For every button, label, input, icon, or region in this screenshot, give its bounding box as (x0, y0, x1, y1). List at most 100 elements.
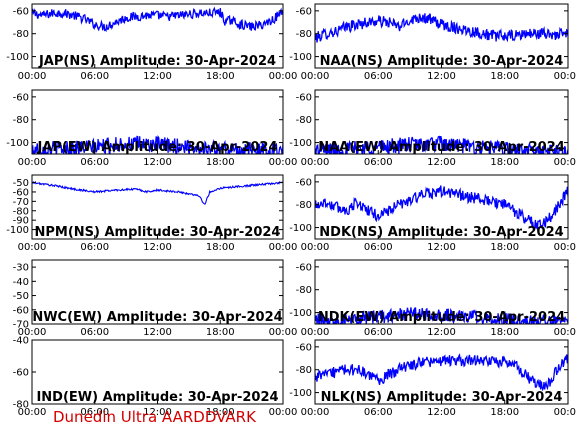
y-tick-label: -60 (13, 6, 29, 17)
x-tick-label: 00:00 (554, 242, 576, 253)
panel-7: -60 -80 -100 00:00 06:00 12:00 18:00 00:00 NDK(E… (289, 259, 576, 338)
x-tick-label: 18:00 (206, 71, 235, 82)
y-tick-label: -100 (289, 223, 312, 234)
y-tick-label: -80 (13, 400, 29, 411)
y-tick-label: -100 (289, 138, 312, 149)
y-tick-label: -40 (13, 277, 29, 288)
x-tick-label: 00:00 (554, 71, 576, 82)
y-tick-label: -100 (289, 52, 312, 63)
panel-title: NDK(EW) Amplitude: 30-Apr-2024 (318, 310, 565, 325)
footer-label: Dunedin Ultra AARDDVARK (53, 408, 256, 426)
y-tick-label: -60 (13, 92, 29, 103)
y-tick-label: -60 (13, 305, 29, 316)
y-tick-label: -100 (6, 225, 29, 236)
y-tick-label: -50 (13, 178, 29, 189)
x-tick-label: 12:00 (427, 242, 456, 253)
y-tick-label: -80 (13, 115, 29, 126)
x-tick-label: 12:00 (143, 71, 172, 82)
x-tick-label: 00:00 (269, 407, 298, 418)
y-tick-label: -60 (296, 92, 312, 103)
x-tick-label: 00:00 (554, 327, 576, 338)
x-tick-label: 12:00 (143, 242, 172, 253)
x-tick-label: 06:00 (364, 327, 393, 338)
x-tick-label: 06:00 (80, 242, 109, 253)
x-tick-label: 06:00 (80, 327, 109, 338)
panel-9: -60 -80 -100 00:00 06:00 12:00 18:00 00:00 NLK(N… (289, 339, 576, 418)
x-tick-label: 18:00 (490, 327, 519, 338)
panel-title: NDK(NS) Amplitude: 30-Apr-2024 (319, 225, 563, 240)
x-tick-label: 18:00 (490, 71, 519, 82)
y-tick-label: -60 (13, 368, 29, 379)
x-tick-label: 00:00 (301, 407, 330, 418)
x-tick-label: 00:00 (18, 327, 47, 338)
y-tick-label: -80 (296, 115, 312, 126)
x-tick-label: 06:00 (364, 157, 393, 168)
y-tick-label: -60 (296, 6, 312, 17)
x-tick-label: 18:00 (206, 242, 235, 253)
x-tick-label: 00:00 (18, 242, 47, 253)
y-tick-label: -70 (13, 197, 29, 208)
y-tick-label: -100 (289, 388, 312, 399)
y-tick-label: -30 (13, 263, 29, 274)
x-tick-label: 06:00 (364, 407, 393, 418)
y-tick-label: -80 (13, 206, 29, 217)
panel-title: NPM(NS) Amplitude: 30-Apr-2024 (35, 225, 281, 240)
y-tick-label: -80 (296, 285, 312, 296)
panel-2: -60 -80 -100 00:00 06:00 12:00 18:00 00:00 JAP(E… (6, 89, 298, 168)
y-tick-label: -80 (296, 29, 312, 40)
x-tick-label: 06:00 (80, 157, 109, 168)
x-tick-label: 00:00 (269, 327, 298, 338)
panel-0: -60 -80 -100 00:00 06:00 12:00 18:00 00:00 JAP(N… (6, 3, 298, 82)
x-tick-label: 12:00 (427, 71, 456, 82)
y-tick-label: -60 (296, 262, 312, 273)
series-line (315, 135, 568, 154)
y-tick-label: -60 (296, 342, 312, 353)
x-tick-label: 00:00 (554, 157, 576, 168)
series-line (315, 13, 568, 43)
x-tick-label: 06:00 (364, 242, 393, 253)
y-tick-label: -80 (296, 200, 312, 211)
x-tick-label: 00:00 (301, 327, 330, 338)
panel-title: NAA(EW) Amplitude: 30-Apr-2024 (318, 140, 565, 155)
panel-title: JAP(NS) Amplitude: 30-Apr-2024 (38, 54, 276, 69)
y-tick-label: -100 (289, 308, 312, 319)
y-tick-label: -90 (13, 216, 29, 227)
panel-4: -50-60-70-80-90-100 00:00 06:00 12:00 18:00 0… (6, 174, 297, 253)
panel-title: NWC(EW) Amplitude: 30-Apr-2024 (32, 310, 282, 325)
y-tick-label: -80 (296, 365, 312, 376)
x-tick-label: 00:00 (18, 157, 47, 168)
x-tick-label: 00:00 (269, 71, 298, 82)
x-tick-label: 06:00 (80, 407, 109, 418)
x-tick-label: 00:00 (18, 407, 47, 418)
x-tick-label: 00:00 (301, 71, 330, 82)
panel-title: JAP(EW) Amplitude: 30-Apr-2024 (36, 140, 277, 155)
y-tick-label: -40 (13, 336, 29, 347)
x-tick-label: 12:00 (427, 407, 456, 418)
y-tick-label: -70 (13, 320, 29, 331)
x-tick-label: 18:00 (490, 407, 519, 418)
y-tick-label: -60 (296, 177, 312, 188)
x-tick-label: 00:00 (301, 157, 330, 168)
x-tick-label: 00:00 (554, 407, 576, 418)
y-tick-label: -100 (6, 52, 29, 63)
panel-title: NAA(NS) Amplitude: 30-Apr-2024 (320, 54, 564, 69)
series-line (32, 180, 283, 205)
y-tick-label: -100 (6, 138, 29, 149)
series-line (32, 6, 283, 33)
x-tick-label: 18:00 (206, 157, 235, 168)
y-tick-label: -80 (13, 29, 29, 40)
panel-title: IND(EW) Amplitude: 30-Apr-2024 (36, 390, 278, 405)
x-tick-label: 00:00 (269, 157, 298, 168)
panel-1: -60 -80 -100 00:00 06:00 12:00 18:00 00:00 NAA(N… (289, 3, 576, 82)
x-tick-label: 06:00 (364, 71, 393, 82)
y-tick-label: -60 (13, 187, 29, 198)
x-tick-label: 06:00 (80, 71, 109, 82)
x-tick-label: 18:00 (206, 407, 235, 418)
x-tick-label: 12:00 (427, 157, 456, 168)
y-tick-label: -50 (13, 291, 29, 302)
panel-3: -60 -80 -100 00:00 06:00 12:00 18:00 00:00 NAA(E… (289, 89, 576, 168)
series-line (315, 185, 568, 230)
x-tick-label: 12:00 (143, 407, 172, 418)
